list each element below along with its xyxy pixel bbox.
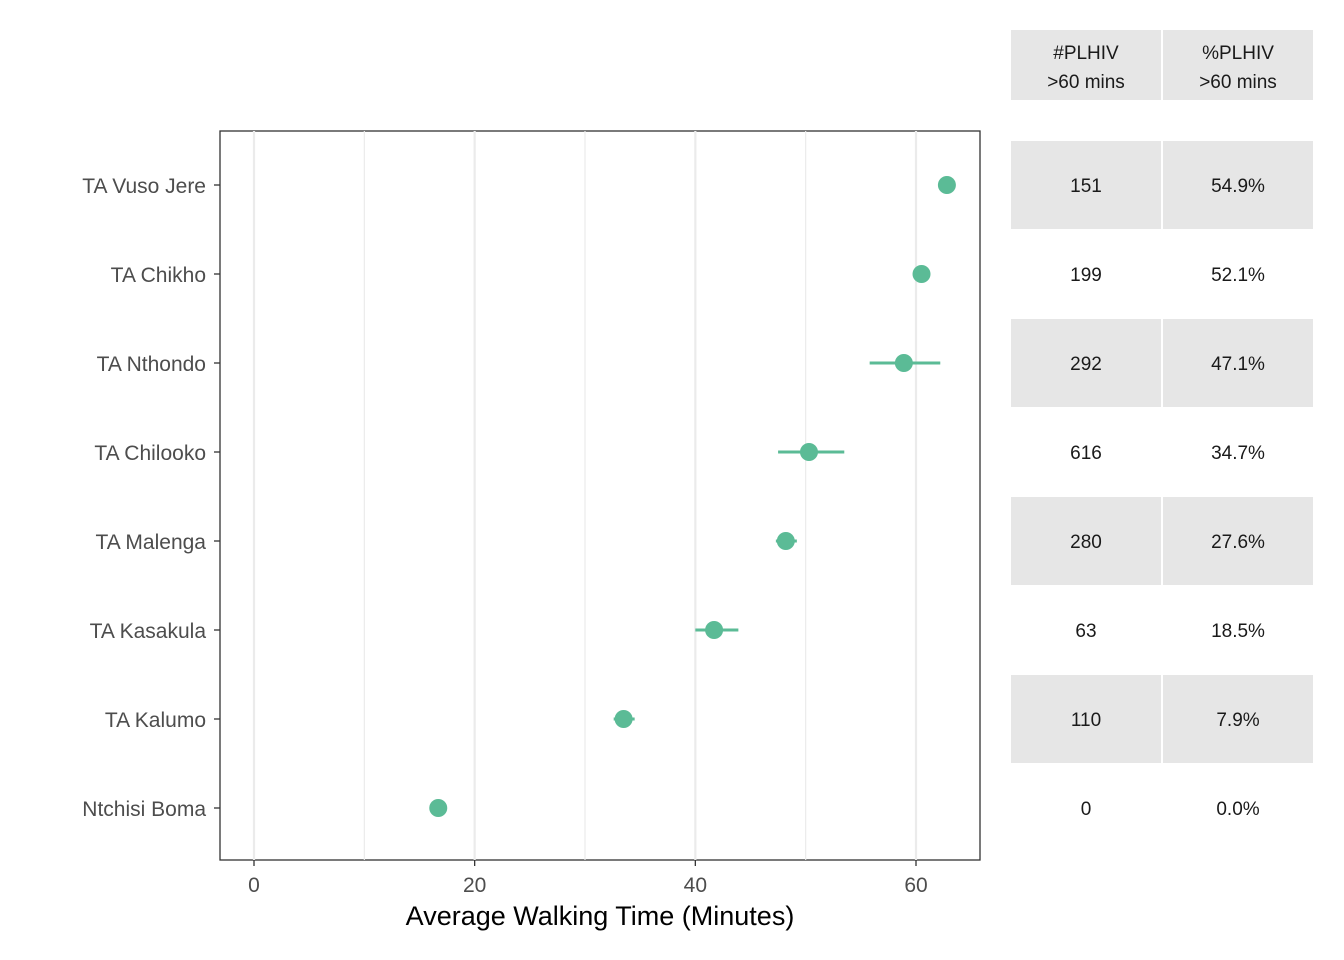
plhiv-percent-cell: 47.1% [1211, 354, 1265, 375]
plhiv-count-cell: 292 [1070, 354, 1102, 375]
table-cell-bg [1011, 408, 1161, 496]
plhiv-percent-cell: 52.1% [1211, 265, 1265, 286]
data-point [705, 621, 724, 639]
plhiv-count-cell: 280 [1070, 532, 1102, 553]
plhiv-percent-cell: 18.5% [1211, 621, 1265, 642]
y-tick-label: TA Kasakula [90, 620, 207, 643]
table-cell-bg [1011, 141, 1161, 229]
table-cell-bg [1011, 586, 1161, 674]
panel-border [219, 130, 981, 861]
table-header-line: >60 mins [1199, 72, 1277, 93]
data-point [894, 354, 913, 372]
plhiv-count-cell: 151 [1070, 176, 1102, 197]
table-cell-bg [1163, 675, 1313, 763]
table-cell-bg [1011, 319, 1161, 407]
plhiv-percent-cell: 7.9% [1216, 710, 1259, 731]
table-header-cell [1163, 30, 1313, 100]
x-tick-label: 0 [248, 874, 260, 897]
y-tick-label: TA Nthondo [97, 353, 206, 376]
table-header-line: >60 mins [1047, 72, 1125, 93]
plhiv-count-cell: 0 [1081, 799, 1092, 820]
data-point [776, 532, 795, 550]
table-cell-bg [1011, 230, 1161, 318]
y-tick-label: TA Kalumo [105, 709, 206, 732]
table-cell-bg [1011, 497, 1161, 585]
plhiv-percent-cell: 34.7% [1211, 443, 1265, 464]
y-tick-label: TA Vuso Jere [82, 175, 206, 198]
x-axis-title: Average Walking Time (Minutes) [406, 901, 795, 931]
table-header-cell [1011, 30, 1161, 100]
x-tick-label: 20 [463, 874, 486, 897]
table-cell-bg [1163, 586, 1313, 674]
data-point [937, 176, 956, 194]
y-axis: TA Vuso Jere TA Chikho TA Nthondo TA Chiloo… [82, 175, 220, 821]
table-cell-bg [1011, 675, 1161, 763]
data-point [429, 799, 448, 817]
grid-lines [252, 131, 918, 860]
y-tick-label: TA Chilooko [94, 442, 206, 465]
table-cell-bg [1011, 764, 1161, 852]
data-point [614, 710, 633, 728]
data-point [799, 443, 818, 461]
plhiv-count-cell: 616 [1070, 443, 1102, 464]
data-marks [429, 176, 956, 817]
plhiv-percent-cell: 0.0% [1216, 799, 1259, 820]
plhiv-count-cell: 63 [1075, 621, 1096, 642]
y-tick-label: TA Chikho [111, 264, 206, 287]
y-tick-label: Ntchisi Boma [82, 798, 206, 821]
plhiv-percent-cell: 27.6% [1211, 532, 1265, 553]
x-tick-label: 40 [684, 874, 707, 897]
table-header-line: %PLHIV [1202, 43, 1274, 64]
table-cell-bg [1163, 141, 1313, 229]
table-cell-bg [1163, 408, 1313, 496]
data-point [912, 265, 931, 283]
summary-table: #PLHIV >60 mins %PLHIV >60 mins 151 54.9% 199 5… [1011, 30, 1313, 852]
table-header-line: #PLHIV [1053, 43, 1119, 64]
x-axis: 0 20 40 60 [248, 860, 928, 897]
plhiv-count-cell: 110 [1071, 710, 1101, 731]
y-tick-label: TA Malenga [95, 531, 206, 554]
plhiv-percent-cell: 54.9% [1211, 176, 1265, 197]
table-cell-bg [1163, 230, 1313, 318]
plot-panel [219, 130, 981, 861]
table-cell-bg [1163, 764, 1313, 852]
table-cell-bg [1163, 497, 1313, 585]
table-cell-bg [1163, 319, 1313, 407]
plhiv-count-cell: 199 [1070, 265, 1102, 286]
x-tick-label: 60 [904, 874, 927, 897]
